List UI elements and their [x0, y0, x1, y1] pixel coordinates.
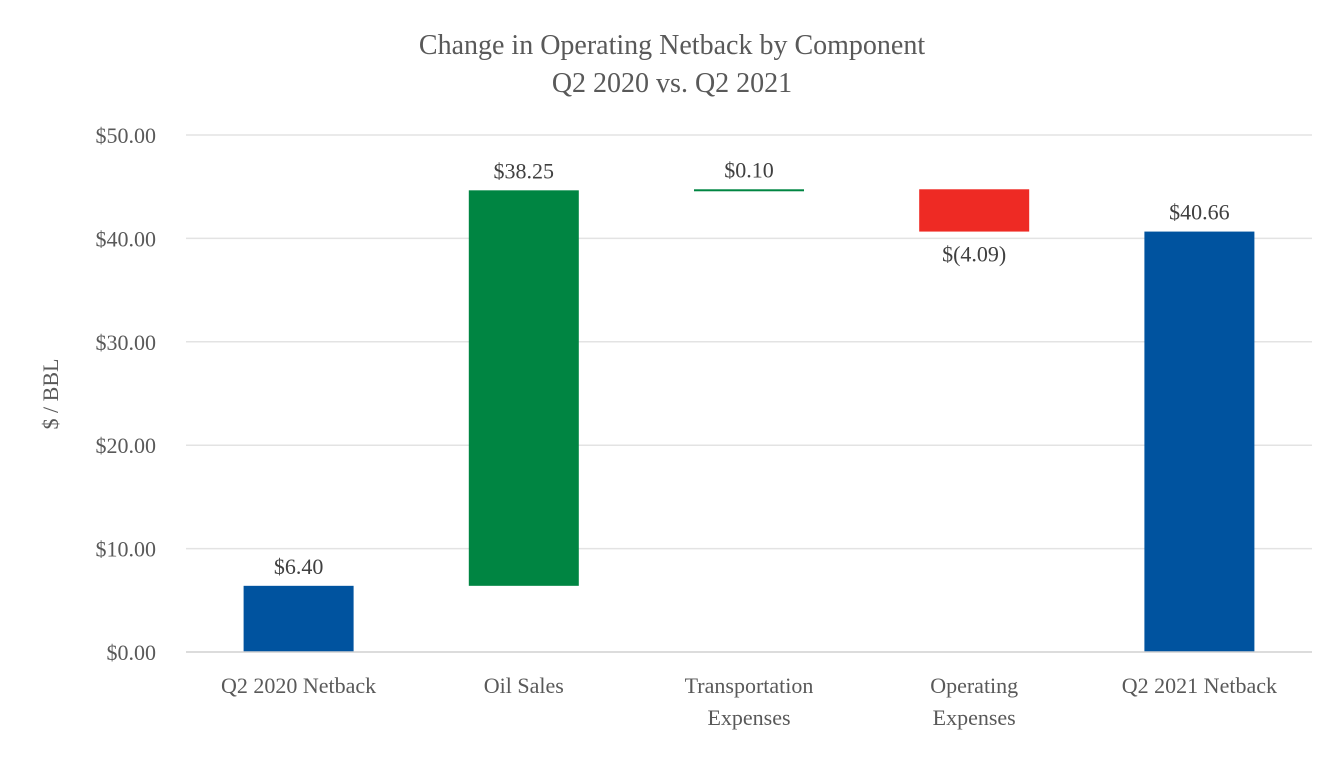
- data-label: $38.25: [494, 158, 555, 183]
- data-label: $40.66: [1169, 200, 1230, 225]
- x-category-label: Expenses: [933, 705, 1016, 730]
- y-tick-label: $50.00: [96, 123, 157, 148]
- chart-subtitle: Q2 2020 vs. Q2 2021: [552, 68, 792, 99]
- x-category-label: Expenses: [707, 705, 790, 730]
- y-axis-ticks: $0.00 $10.00 $20.00 $30.00 $40.00 $50.00: [96, 123, 157, 665]
- gridlines: [186, 134, 1312, 550]
- data-label: $0.10: [724, 157, 774, 182]
- x-category-label: Q2 2021 Netback: [1122, 673, 1277, 698]
- y-tick-label: $40.00: [96, 226, 157, 251]
- y-tick-label: $10.00: [96, 537, 157, 562]
- bar-decrease: [919, 189, 1030, 232]
- bar-increase: [468, 190, 579, 586]
- data-label: $6.40: [274, 554, 324, 579]
- x-category-label: Q2 2020 Netback: [221, 673, 376, 698]
- x-axis-categories: Q2 2020 Netback Oil Sales Transportation Ex…: [221, 673, 1277, 730]
- bar-total: [1144, 231, 1255, 652]
- y-tick-label: $0.00: [107, 640, 157, 665]
- bars: [243, 189, 1255, 652]
- x-category-label: Oil Sales: [484, 673, 564, 698]
- data-label: $(4.09): [942, 242, 1006, 267]
- bar-increase: [694, 189, 804, 192]
- y-tick-label: $30.00: [96, 330, 157, 355]
- y-tick-label: $20.00: [96, 433, 157, 458]
- x-category-label: Operating: [930, 673, 1018, 698]
- data-labels: $6.40 $38.25 $0.10 $(4.09) $40.66: [274, 157, 1230, 579]
- chart-title: Change in Operating Netback by Component: [419, 30, 925, 61]
- bar-total: [243, 585, 354, 652]
- x-category-label: Transportation: [685, 673, 814, 698]
- y-axis-label: $ / BBL: [38, 359, 63, 430]
